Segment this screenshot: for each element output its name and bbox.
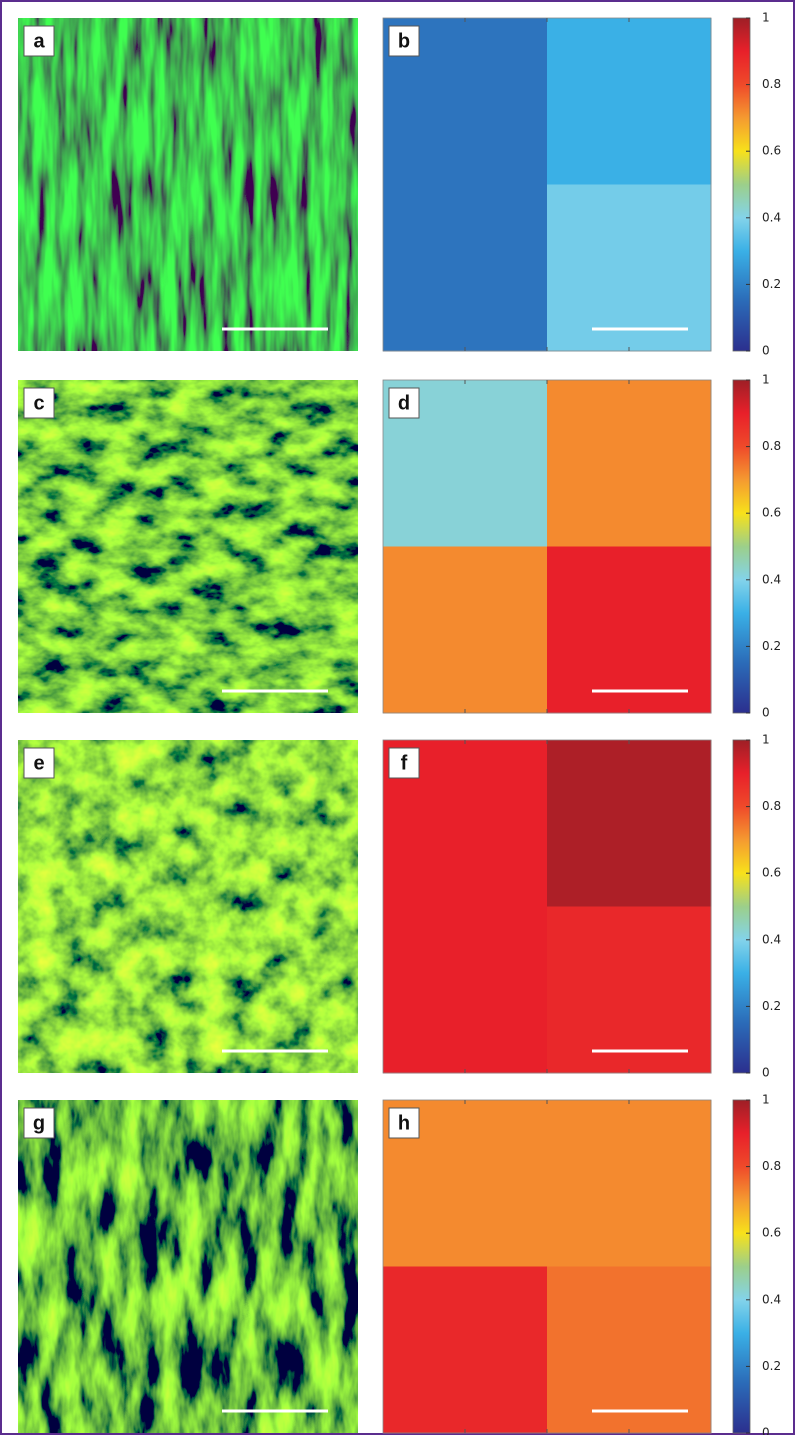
colorbar-tick-label: 0.6 xyxy=(762,144,781,158)
panel-label: b xyxy=(398,30,410,52)
colorbar-tick-label: 0.2 xyxy=(762,277,781,291)
heatmap-cell xyxy=(547,547,712,714)
colorbar-tick-label: 0 xyxy=(762,1426,770,1435)
panel-label: g xyxy=(33,1112,45,1134)
colorbar-tick-label: 1 xyxy=(762,1093,770,1107)
colorbar-tick-label: 0.8 xyxy=(762,799,781,813)
colorbar-tick-label: 0.4 xyxy=(762,1292,781,1306)
colorbar-tick-label: 0 xyxy=(762,1066,770,1080)
colorbar-tick-label: 0.6 xyxy=(762,1226,781,1240)
colorbar-tick-label: 0.2 xyxy=(762,1359,781,1373)
micrograph xyxy=(18,380,358,713)
colorbar-tick-label: 0.6 xyxy=(762,866,781,880)
colorbar xyxy=(733,18,750,351)
heatmap-cell xyxy=(547,1100,712,1267)
colorbar xyxy=(733,1100,750,1433)
colorbar-tick-label: 1 xyxy=(762,373,770,387)
colorbar-tick-label: 0.4 xyxy=(762,572,781,586)
colorbar xyxy=(733,740,750,1073)
heatmap-cell xyxy=(383,185,548,352)
panel-label: f xyxy=(401,752,408,774)
micrograph xyxy=(18,1100,358,1433)
heatmap-cell xyxy=(547,1267,712,1434)
heatmap-cell xyxy=(547,380,712,547)
heatmap-cell xyxy=(547,740,712,907)
colorbar-tick-label: 1 xyxy=(762,11,770,25)
colorbar-tick-label: 0 xyxy=(762,344,770,358)
colorbar-tick-label: 0.4 xyxy=(762,932,781,946)
colorbar-tick-label: 0 xyxy=(762,706,770,720)
colorbar-tick-label: 0.8 xyxy=(762,439,781,453)
panel-label: a xyxy=(33,30,45,52)
heatmap-cell xyxy=(383,547,548,714)
heatmap-cell xyxy=(383,907,548,1074)
panel-label: d xyxy=(398,392,410,414)
panel-label: c xyxy=(33,392,44,414)
heatmap-cell xyxy=(547,18,712,185)
heatmap-cell xyxy=(547,185,712,352)
colorbar-tick-label: 0.8 xyxy=(762,77,781,91)
colorbar-tick-label: 0.2 xyxy=(762,639,781,653)
colorbar-tick-label: 0.6 xyxy=(762,506,781,520)
figure: a c e g b 0 0.2 0.4 0.6 0.8 1 d 0 0.2 0.4 0.6 0.8 1 f 0 0.2 0… xyxy=(0,0,795,1435)
colorbar-tick-label: 0.4 xyxy=(762,210,781,224)
micrograph xyxy=(18,18,358,351)
panel-label: h xyxy=(398,1112,410,1134)
colorbar-tick-label: 1 xyxy=(762,733,770,747)
colorbar xyxy=(733,380,750,713)
micrograph xyxy=(18,740,358,1073)
heatmap-cell xyxy=(547,907,712,1074)
heatmap-cell xyxy=(383,1267,548,1434)
colorbar-tick-label: 0.8 xyxy=(762,1159,781,1173)
colorbar-tick-label: 0.2 xyxy=(762,999,781,1013)
panel-label: e xyxy=(33,752,44,774)
